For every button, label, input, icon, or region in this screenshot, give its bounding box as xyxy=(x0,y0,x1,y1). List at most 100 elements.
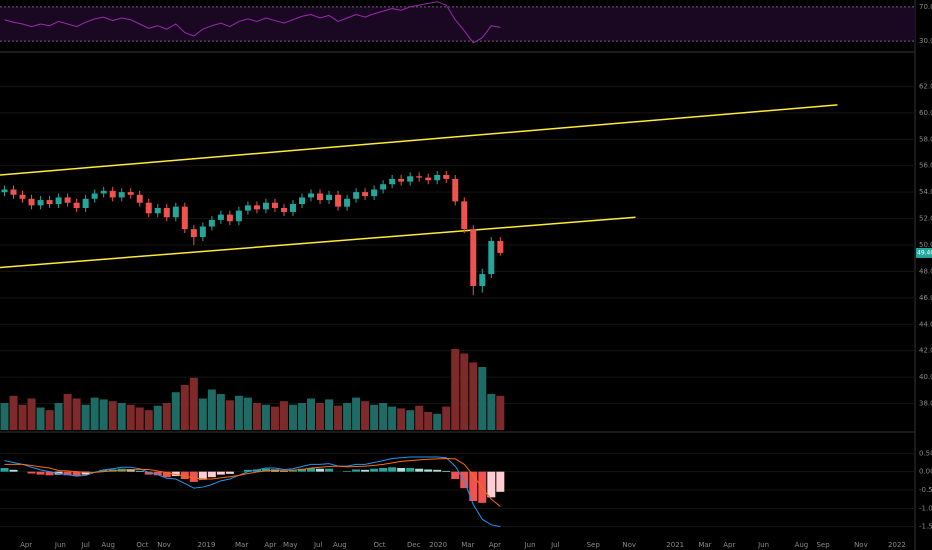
volume-bar xyxy=(189,377,198,430)
volume-bar xyxy=(252,403,261,430)
macd-histogram-bar xyxy=(36,471,45,475)
macd-histogram-bar xyxy=(297,468,306,472)
volume-bar xyxy=(361,401,370,430)
volume-bar xyxy=(63,394,72,430)
macd-histogram-bar xyxy=(216,471,225,475)
volume-bar xyxy=(261,404,270,430)
candle-body xyxy=(362,192,369,197)
candle-body xyxy=(452,178,459,202)
candle-body xyxy=(181,206,188,230)
volume-bar xyxy=(316,403,325,430)
macd-histogram-bar xyxy=(243,469,252,472)
volume-bar xyxy=(451,349,460,430)
macd-histogram-bar xyxy=(207,471,216,478)
candle-body xyxy=(335,194,342,207)
volume-bar xyxy=(180,385,189,430)
volume-bar xyxy=(307,398,316,430)
macd-histogram-bar xyxy=(388,467,397,472)
x-tick-label: Nov xyxy=(622,541,636,549)
volume-bar xyxy=(198,398,207,430)
macd-histogram-bar xyxy=(81,471,90,475)
x-tick-label: 2021 xyxy=(666,541,684,549)
y-tick-label: -1.50 xyxy=(919,523,932,531)
y-tick-label: 40.00 xyxy=(919,373,932,381)
candle-body xyxy=(326,194,333,201)
candle-body xyxy=(226,214,233,222)
candle-body xyxy=(488,241,495,275)
macd-histogram-bar xyxy=(496,471,505,492)
candle-body xyxy=(289,204,296,212)
x-tick-label: Jul xyxy=(80,541,90,549)
x-tick-label: Apr xyxy=(489,541,501,549)
volume-bar xyxy=(225,400,234,430)
candle-body xyxy=(208,219,215,227)
x-tick-label: Mar xyxy=(235,541,248,549)
x-tick-label: Aug xyxy=(101,541,115,549)
macd-histogram-bar xyxy=(279,470,288,472)
volume-bar xyxy=(343,403,352,430)
macd-histogram-bar xyxy=(370,468,379,472)
macd-histogram-bar xyxy=(162,471,171,478)
macd-histogram-bar xyxy=(325,468,334,472)
x-tick-label: Jul xyxy=(313,541,323,549)
candle-body xyxy=(497,241,504,253)
last-price-label: 49.40 xyxy=(917,249,932,256)
y-tick-label: 62.00 xyxy=(919,82,932,90)
y-tick-label: 52.00 xyxy=(919,215,932,223)
macd-histogram-bar xyxy=(433,469,442,472)
volume-bar xyxy=(487,394,496,430)
volume-bar xyxy=(270,406,279,430)
macd-histogram-bar xyxy=(487,471,496,498)
candle-body xyxy=(344,198,351,207)
candle-body xyxy=(109,190,116,198)
y-tick-label: 54.00 xyxy=(919,188,932,196)
macd-histogram-bar xyxy=(343,470,352,472)
candle-body xyxy=(308,193,315,198)
x-tick-label: 2020 xyxy=(429,541,447,549)
macd-histogram-bar xyxy=(361,469,370,472)
volume-bar xyxy=(108,401,117,430)
macd-histogram-bar xyxy=(478,471,487,503)
x-tick-label: Sep xyxy=(587,541,601,549)
volume-bar xyxy=(216,394,225,430)
macd-histogram-bar xyxy=(379,468,388,472)
macd-histogram-bar xyxy=(261,468,270,472)
candle-body xyxy=(73,202,80,208)
candle-body xyxy=(100,190,107,194)
volume-bar xyxy=(424,412,433,430)
volume-bar xyxy=(54,403,63,430)
macd-histogram-bar xyxy=(316,468,325,472)
y-tick-label: 56.00 xyxy=(919,162,932,170)
volume-bar xyxy=(297,403,306,430)
candle-body xyxy=(10,189,17,195)
macd-line xyxy=(4,456,501,528)
macd-histogram-bar xyxy=(126,469,135,472)
candle-body xyxy=(280,208,287,212)
candle-body xyxy=(217,214,224,220)
candle-body xyxy=(416,176,423,178)
macd-histogram-bar xyxy=(352,469,361,472)
x-tick-label: 2022 xyxy=(888,541,906,549)
x-tick-label: Jun xyxy=(757,541,769,549)
volume-bar xyxy=(126,404,135,430)
candle-body xyxy=(145,202,152,214)
x-tick-label: Mar xyxy=(461,541,474,549)
x-tick-label: Nov xyxy=(854,541,868,549)
x-tick-label: Apr xyxy=(20,541,32,549)
macd-histogram-bar xyxy=(451,471,460,479)
candle-body xyxy=(91,193,98,199)
macd-histogram-bar xyxy=(424,469,433,472)
macd-histogram-bar xyxy=(144,471,153,475)
y-tick-label: 0.50 xyxy=(919,449,932,457)
rsi-line xyxy=(4,1,501,44)
candle-body xyxy=(380,184,387,190)
volume-bar xyxy=(397,408,406,430)
macd-histogram-bar xyxy=(153,471,162,476)
y-tick-label: -1.00 xyxy=(919,504,932,512)
volume-bar xyxy=(288,404,297,430)
x-tick-label: Mar xyxy=(698,541,711,549)
candle-body xyxy=(461,201,468,230)
